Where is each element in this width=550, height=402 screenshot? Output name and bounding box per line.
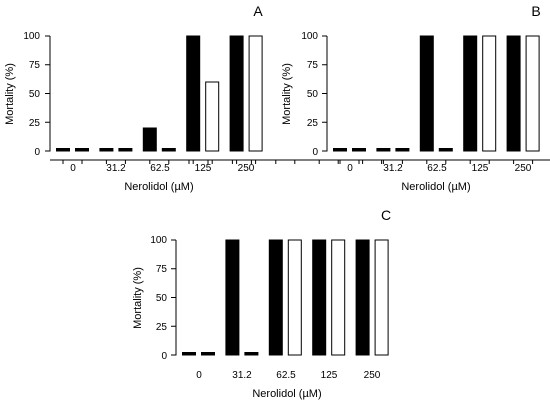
panel-a-bar-250-series-1 bbox=[229, 35, 244, 152]
panel-b-x-tick-label-125: 125 bbox=[472, 163, 489, 174]
panel-c-y-tick-label-0: 0 bbox=[161, 351, 167, 362]
panel-a-bar-62-5-series-1 bbox=[142, 127, 157, 152]
panel-a-bar-31-2-series-2 bbox=[118, 148, 133, 152]
panel-a-x-axis-label: Nerolidol (µM) bbox=[124, 181, 193, 193]
panel-a-bar-250-series-2 bbox=[248, 35, 263, 152]
panel-b-y-axis-label: Mortality (%) bbox=[281, 63, 293, 125]
panel-b-x-tick-labels: 0 31.2 62.5 125 250 bbox=[347, 163, 532, 174]
panel-a: A Mortality (%) Nerolidol (µM) 0 25 50 7… bbox=[4, 3, 263, 193]
panel-c-x-tick-labels: 0 31.2 62.5 125 250 bbox=[196, 370, 381, 381]
panel-b-bar-0-series-1 bbox=[333, 148, 347, 152]
panel-b-x-tick-label-62-5: 62.5 bbox=[427, 163, 447, 174]
panel-c-bar-125-series-2 bbox=[331, 239, 346, 356]
panel-a-y-tick-label-0: 0 bbox=[34, 147, 40, 158]
panel-c-x-tick-label-62-5: 62.5 bbox=[276, 370, 296, 381]
panel-c-y-tick-label-50: 50 bbox=[156, 293, 168, 304]
panel-c-y-tick-label-25: 25 bbox=[156, 322, 168, 333]
panel-b-x-axis-label: Nerolidol (µM) bbox=[401, 181, 470, 193]
panel-b-bar-0-series-2 bbox=[352, 148, 366, 152]
panel-a-x-tick-label-62-5: 62.5 bbox=[150, 163, 170, 174]
panel-b-x-tick-label-250: 250 bbox=[515, 163, 532, 174]
panel-a-y-tick-label-75: 75 bbox=[29, 60, 41, 71]
panel-c-y-tick-label-100: 100 bbox=[150, 235, 167, 246]
panel-c-bar-31-2-series-2 bbox=[244, 352, 259, 356]
panel-b-label: B bbox=[531, 3, 540, 19]
panel-a-y-tick-label-50: 50 bbox=[29, 89, 41, 100]
panel-a-bar-125-series-2 bbox=[205, 81, 220, 152]
panel-a-x-tick-label-250: 250 bbox=[238, 163, 255, 174]
panel-c-x-tick-label-125: 125 bbox=[321, 370, 338, 381]
panel-c-label: C bbox=[381, 207, 391, 223]
panel-b-y-tick-label-75: 75 bbox=[307, 60, 319, 71]
panel-a-y-tick-labels: 0 25 50 75 100 bbox=[23, 31, 40, 158]
panel-c: C Mortality (%) Nerolidol (µM) 0 25 50 7… bbox=[132, 159, 391, 400]
panel-c-bar-0-series-1 bbox=[182, 352, 196, 356]
panel-c-bar-125-series-1 bbox=[312, 239, 327, 356]
panel-a-bars bbox=[56, 35, 263, 152]
panel-b-x-tick-label-31-2: 31.2 bbox=[383, 163, 403, 174]
panel-c-x-tick-label-0: 0 bbox=[196, 370, 202, 381]
panel-c-axes bbox=[171, 159, 390, 356]
panel-b-y-tick-label-50: 50 bbox=[307, 89, 319, 100]
panel-a-x-tick-label-31-2: 31.2 bbox=[106, 163, 126, 174]
panel-a-y-axis-label: Mortality (%) bbox=[4, 63, 16, 125]
panel-a-y-tick-label-25: 25 bbox=[29, 118, 41, 129]
panel-b-y-tick-label-100: 100 bbox=[301, 31, 318, 42]
panel-b-y-tick-label-25: 25 bbox=[307, 118, 319, 129]
panel-a-bar-0-series-2 bbox=[75, 148, 89, 152]
panel-a-x-tick-labels: 0 31.2 62.5 125 250 bbox=[70, 163, 255, 174]
panel-a-x-tick-label-125: 125 bbox=[195, 163, 212, 174]
panel-a-bar-62-5-series-2 bbox=[161, 148, 176, 152]
panel-c-bar-250-series-2 bbox=[374, 239, 389, 356]
panel-c-bars bbox=[182, 239, 389, 356]
panel-c-bar-31-2-series-1 bbox=[225, 239, 240, 356]
panel-c-bar-62-5-series-1 bbox=[268, 239, 283, 356]
panel-b: B Mortality (%) Nerolidol (µM) 0 25 50 7… bbox=[281, 3, 550, 193]
panel-b-bar-31-2-series-2 bbox=[395, 148, 410, 152]
panel-b-x-tick-label-0: 0 bbox=[347, 163, 353, 174]
panel-c-y-tick-labels: 0 25 50 75 100 bbox=[150, 235, 167, 362]
panel-b-bar-62-5-series-1 bbox=[419, 35, 434, 152]
panel-b-bar-250-series-1 bbox=[506, 35, 521, 152]
panel-c-bar-62-5-series-2 bbox=[287, 239, 302, 356]
panel-c-x-tick-label-250: 250 bbox=[364, 370, 381, 381]
panel-c-y-axis-label: Mortality (%) bbox=[132, 267, 144, 329]
panel-a-bar-31-2-series-1 bbox=[99, 148, 114, 152]
panel-b-bar-250-series-2 bbox=[525, 35, 540, 152]
panel-a-x-tick-label-0: 0 bbox=[70, 163, 76, 174]
panel-b-bar-125-series-1 bbox=[463, 35, 478, 152]
panel-b-bar-125-series-2 bbox=[482, 35, 497, 152]
panel-a-bar-0-series-1 bbox=[56, 148, 70, 152]
panel-a-y-tick-label-100: 100 bbox=[23, 31, 40, 42]
panel-c-x-tick-label-31-2: 31.2 bbox=[232, 370, 252, 381]
panel-a-label: A bbox=[253, 3, 263, 19]
panel-a-bar-125-series-1 bbox=[186, 35, 201, 152]
panel-b-bar-31-2-series-1 bbox=[376, 148, 391, 152]
panel-b-y-tick-label-0: 0 bbox=[312, 147, 318, 158]
panel-c-x-axis-label: Nerolidol (µM) bbox=[252, 388, 321, 400]
panel-c-bar-0-series-2 bbox=[201, 352, 215, 356]
panel-b-bars bbox=[333, 35, 540, 152]
panel-c-bar-250-series-1 bbox=[355, 239, 370, 356]
panel-b-y-tick-labels: 0 25 50 75 100 bbox=[301, 31, 318, 158]
panel-c-y-tick-label-75: 75 bbox=[156, 264, 168, 275]
panel-b-bar-62-5-series-2 bbox=[438, 148, 453, 152]
